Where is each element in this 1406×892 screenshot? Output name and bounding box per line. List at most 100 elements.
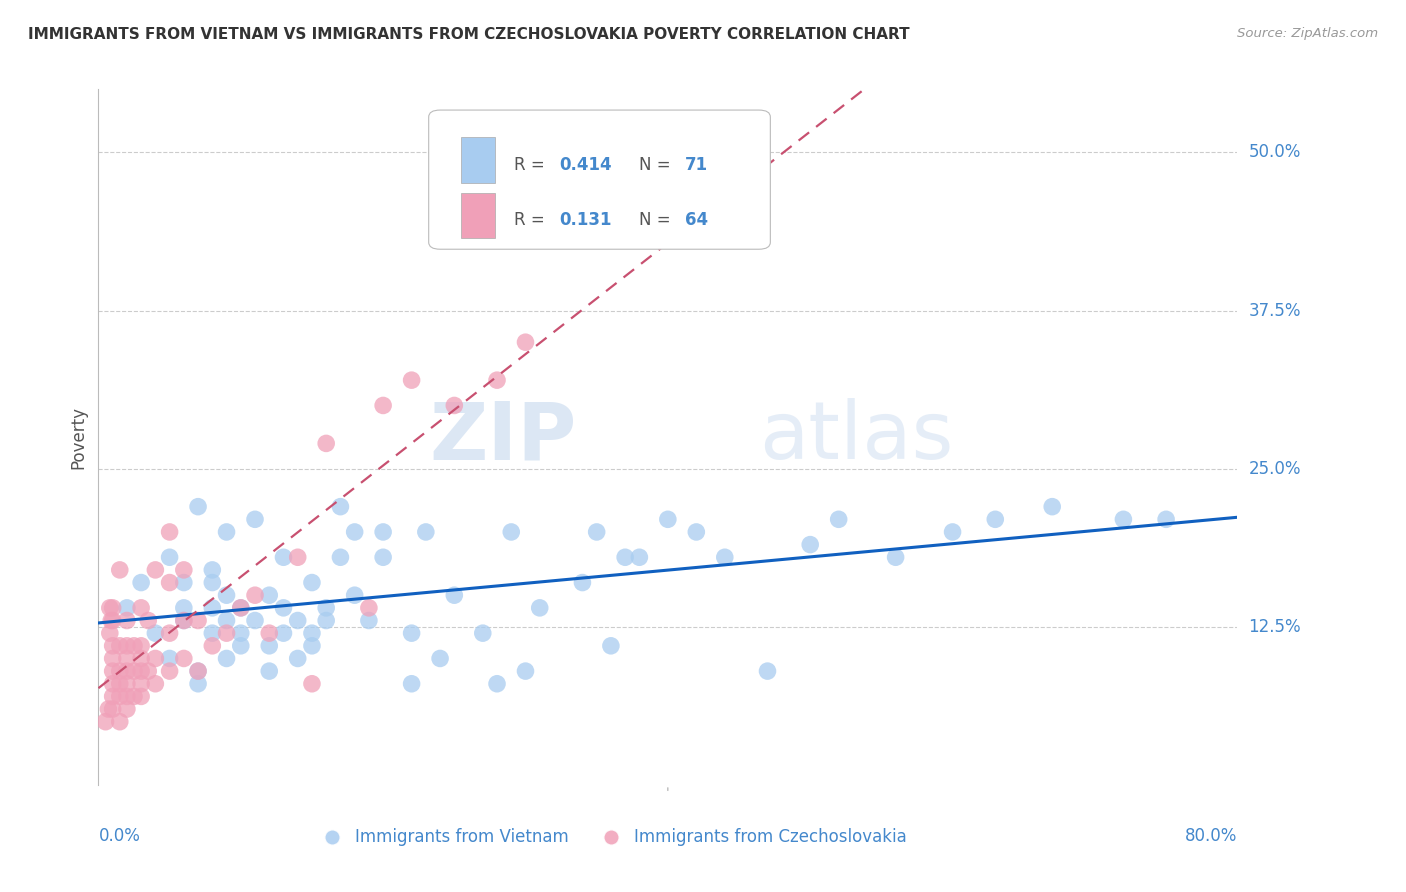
- Point: [201, 626, 224, 640]
- Text: N =: N =: [640, 155, 676, 174]
- Text: 25.0%: 25.0%: [1249, 459, 1301, 478]
- Point: [145, 677, 167, 691]
- Text: 0.0%: 0.0%: [98, 827, 141, 845]
- Point: [159, 626, 181, 640]
- Point: [187, 614, 209, 628]
- Point: [108, 714, 131, 729]
- Point: [657, 512, 679, 526]
- FancyBboxPatch shape: [461, 193, 495, 238]
- Point: [685, 524, 707, 539]
- Point: [301, 677, 323, 691]
- Point: [243, 614, 266, 628]
- Point: [129, 690, 152, 704]
- Point: [187, 677, 209, 691]
- Point: [159, 550, 181, 565]
- Text: IMMIGRANTS FROM VIETNAM VS IMMIGRANTS FROM CZECHOSLOVAKIA POVERTY CORRELATION CH: IMMIGRANTS FROM VIETNAM VS IMMIGRANTS FR…: [28, 27, 910, 42]
- Point: [159, 524, 181, 539]
- Point: [357, 600, 380, 615]
- Text: ZIP: ZIP: [429, 398, 576, 476]
- Point: [129, 575, 152, 590]
- Point: [159, 664, 181, 678]
- Point: [486, 373, 509, 387]
- Point: [401, 373, 423, 387]
- Point: [215, 614, 238, 628]
- Text: R =: R =: [515, 211, 550, 228]
- Point: [600, 639, 623, 653]
- Point: [201, 639, 224, 653]
- Point: [287, 651, 309, 665]
- Point: [108, 563, 131, 577]
- Point: [401, 677, 423, 691]
- Point: [243, 512, 266, 526]
- Point: [215, 651, 238, 665]
- Text: R =: R =: [515, 155, 550, 174]
- Text: 0.414: 0.414: [560, 155, 612, 174]
- Point: [115, 614, 138, 628]
- Point: [159, 651, 181, 665]
- Point: [486, 677, 509, 691]
- Text: 71: 71: [685, 155, 709, 174]
- Point: [628, 550, 651, 565]
- Text: 0.131: 0.131: [560, 211, 612, 228]
- Point: [243, 588, 266, 602]
- Point: [287, 614, 309, 628]
- Point: [942, 524, 965, 539]
- Point: [229, 639, 252, 653]
- Point: [259, 664, 281, 678]
- Point: [343, 588, 366, 602]
- Point: [115, 677, 138, 691]
- Point: [373, 550, 395, 565]
- Point: [756, 664, 779, 678]
- Point: [585, 524, 607, 539]
- Text: Source: ZipAtlas.com: Source: ZipAtlas.com: [1237, 27, 1378, 40]
- FancyBboxPatch shape: [461, 137, 495, 183]
- Point: [215, 626, 238, 640]
- Point: [529, 600, 551, 615]
- Point: [229, 600, 252, 615]
- Text: 80.0%: 80.0%: [1185, 827, 1237, 845]
- Point: [315, 436, 337, 450]
- Point: [129, 651, 152, 665]
- Point: [101, 664, 124, 678]
- Point: [173, 651, 195, 665]
- Point: [173, 614, 195, 628]
- Text: N =: N =: [640, 211, 676, 228]
- Point: [1040, 500, 1063, 514]
- Point: [108, 639, 131, 653]
- Point: [129, 664, 152, 678]
- Point: [614, 550, 637, 565]
- Point: [136, 664, 159, 678]
- Point: [229, 600, 252, 615]
- Text: atlas: atlas: [759, 398, 953, 476]
- Point: [115, 651, 138, 665]
- Point: [884, 550, 907, 565]
- Point: [108, 664, 131, 678]
- Point: [187, 500, 209, 514]
- Point: [273, 600, 295, 615]
- Point: [98, 600, 121, 615]
- Point: [329, 500, 352, 514]
- Point: [129, 677, 152, 691]
- Point: [115, 664, 138, 678]
- FancyBboxPatch shape: [429, 110, 770, 249]
- Point: [259, 639, 281, 653]
- Point: [273, 550, 295, 565]
- Point: [343, 524, 366, 539]
- Point: [515, 664, 537, 678]
- Point: [108, 677, 131, 691]
- Point: [101, 614, 124, 628]
- Point: [115, 600, 138, 615]
- Point: [129, 639, 152, 653]
- Point: [1112, 512, 1135, 526]
- Point: [714, 550, 737, 565]
- Point: [115, 690, 138, 704]
- Point: [259, 588, 281, 602]
- Point: [415, 524, 437, 539]
- Point: [215, 524, 238, 539]
- Point: [401, 626, 423, 640]
- Point: [443, 399, 465, 413]
- Point: [229, 626, 252, 640]
- Point: [429, 651, 451, 665]
- Text: 50.0%: 50.0%: [1249, 144, 1301, 161]
- Point: [101, 651, 124, 665]
